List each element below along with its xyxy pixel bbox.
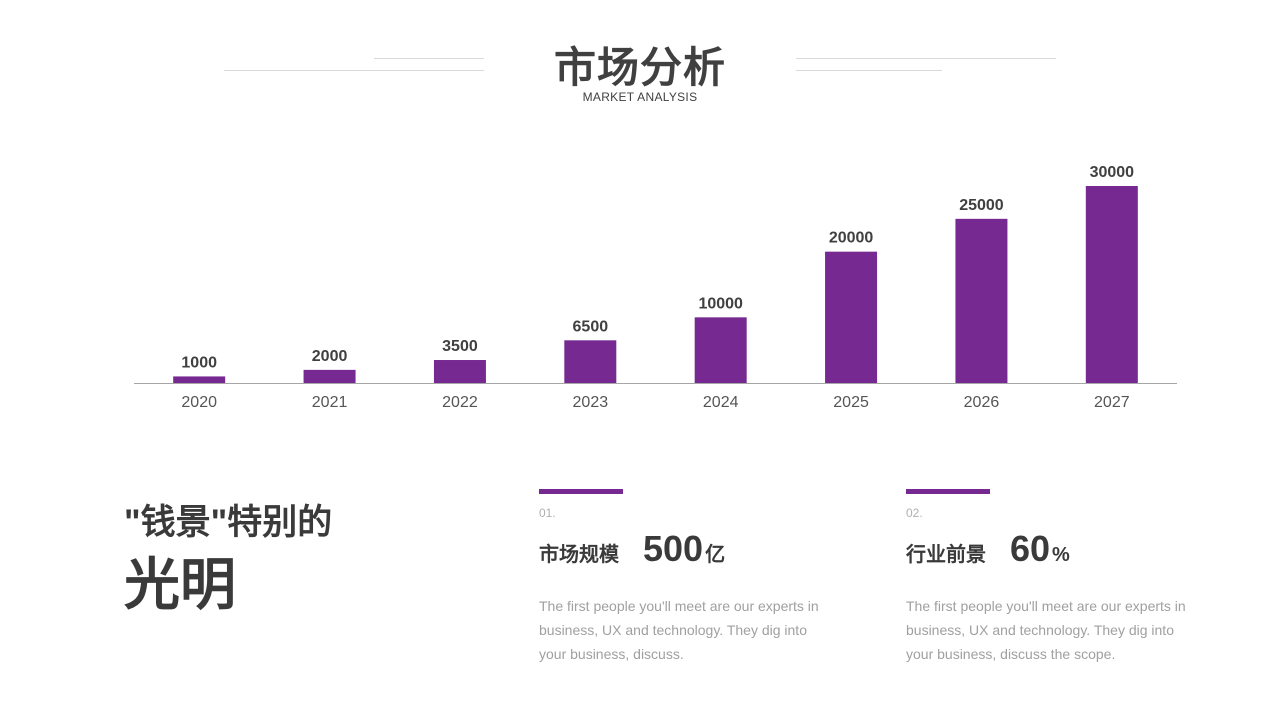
x-tick-label-2020: 2020 xyxy=(181,394,217,411)
stat-unit: % xyxy=(1052,544,1070,566)
stat-card-market-size: 01. 市场规模 500 亿 The first people you'll m… xyxy=(539,489,839,666)
header-deco-line-left-bottom xyxy=(224,70,484,71)
x-tick-label-2027: 2027 xyxy=(1094,394,1130,411)
stat-label: 行业前景 xyxy=(906,544,986,566)
header-deco-line-right-top xyxy=(796,58,1056,59)
stat-heading: 行业前景 60 % xyxy=(906,528,1206,570)
bar-2022 xyxy=(433,360,486,383)
stat-card-industry-outlook: 02. 行业前景 60 % The first people you'll me… xyxy=(906,489,1206,666)
stat-description: The first people you'll meet are our exp… xyxy=(906,598,1186,662)
page-subtitle: MARKET ANALYSIS xyxy=(582,90,698,104)
stat-description: The first people you'll meet are our exp… xyxy=(539,598,819,662)
x-tick-label-2022: 2022 xyxy=(442,394,478,411)
x-tick-label-2024: 2024 xyxy=(703,394,739,411)
bar-2023 xyxy=(564,340,617,383)
header-deco-line-left-top xyxy=(374,58,484,59)
x-tick-label-2023: 2023 xyxy=(573,394,609,411)
stat-accent-bar xyxy=(906,489,990,494)
bar-2026 xyxy=(955,218,1008,383)
stat-heading: 市场规模 500 亿 xyxy=(539,528,839,570)
stat-value: 500 xyxy=(643,528,704,569)
bar-2027 xyxy=(1085,186,1138,383)
data-label-2027: 30000 xyxy=(1090,164,1135,181)
stat-accent-bar xyxy=(539,489,623,494)
data-label-2024: 10000 xyxy=(698,295,743,312)
stat-index: 01. xyxy=(539,506,556,520)
data-label-2023: 6500 xyxy=(573,318,609,335)
page-title: 市场分析 xyxy=(553,44,726,91)
x-tick-label-2025: 2025 xyxy=(833,394,869,411)
bar-2021 xyxy=(303,369,356,383)
bar-2025 xyxy=(825,251,878,383)
stat-unit: 亿 xyxy=(705,544,726,566)
data-label-2021: 2000 xyxy=(312,348,348,365)
stat-label: 市场规模 xyxy=(539,544,619,566)
bar-chart: 1000 2020 2000 2021 3500 2022 6500 2023 10000 202… xyxy=(134,164,1177,411)
header-deco-line-right-bottom xyxy=(796,70,942,71)
x-tick-label-2021: 2021 xyxy=(312,394,348,411)
x-tick-label-2026: 2026 xyxy=(964,394,1000,411)
stat-index: 02. xyxy=(906,506,923,520)
bar-2020 xyxy=(173,376,226,383)
data-label-2020: 1000 xyxy=(181,354,217,371)
headline-line-1: "钱景"特别的 xyxy=(124,503,333,542)
data-label-2025: 20000 xyxy=(829,230,874,247)
bar-2024 xyxy=(694,317,747,383)
stat-value: 60 xyxy=(1010,528,1051,569)
data-label-2022: 3500 xyxy=(442,338,478,355)
headline-line-2: 光明 xyxy=(124,553,236,616)
data-label-2026: 25000 xyxy=(959,197,1004,214)
